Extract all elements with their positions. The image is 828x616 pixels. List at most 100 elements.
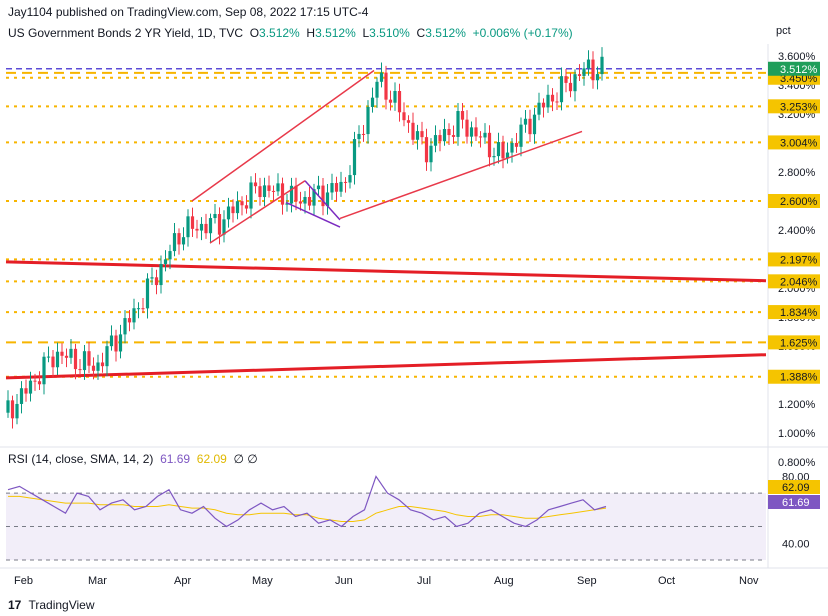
candle-body — [276, 183, 280, 192]
candle-body — [19, 388, 24, 404]
candle-body — [352, 139, 357, 176]
candle-body — [24, 388, 28, 394]
candle-body — [483, 132, 487, 138]
open-value: 3.512% — [259, 26, 300, 40]
candle-body — [190, 216, 195, 229]
rsi-title: RSI (14, close, SMA, 14, 2) — [8, 452, 154, 466]
candle-body — [366, 106, 370, 135]
candle-body — [316, 185, 321, 190]
publisher-bar: Jay1104 published on TradingView.com, Se… — [0, 0, 828, 22]
candle-body — [370, 97, 375, 107]
candle-body — [568, 82, 573, 92]
channel-line — [339, 130, 583, 220]
open-label: O — [249, 26, 260, 40]
y-tick-label: 2.400% — [778, 225, 816, 237]
level-label: 3.004% — [780, 137, 818, 149]
tradingview-logo-icon: 17 — [8, 598, 22, 612]
candle-body — [528, 118, 532, 135]
candle-body — [555, 101, 559, 103]
y-tick-label: 3.600% — [778, 51, 816, 63]
y-tick-label: 1.200% — [778, 399, 816, 411]
main-legend: US Government Bonds 2 YR Yield, 1D, TVC … — [8, 26, 573, 40]
candle-body — [478, 136, 483, 138]
candle-body — [46, 356, 51, 358]
candle-body — [226, 206, 231, 220]
candle-body — [28, 380, 33, 394]
candle-body — [64, 355, 69, 358]
candle-body — [204, 223, 208, 234]
y-tick-label: 2.800% — [778, 167, 816, 179]
level-label-bg — [768, 252, 820, 267]
candle-body — [10, 400, 15, 419]
candle-body — [37, 381, 42, 385]
level-label: 1.388% — [780, 372, 818, 384]
y-tick-label: 0.800% — [778, 457, 816, 469]
rsi-legend: RSI (14, close, SMA, 14, 2) 61.69 62.09 … — [8, 452, 258, 466]
candle-body — [334, 183, 339, 192]
candle-body — [118, 334, 123, 352]
candle-body — [244, 205, 249, 209]
candle-body — [600, 56, 604, 75]
candle-body — [145, 278, 150, 309]
level-label: 2.046% — [780, 276, 818, 288]
candle-body — [595, 74, 600, 81]
candle-body — [78, 369, 82, 371]
candle-body — [249, 182, 253, 209]
candle-body — [91, 365, 96, 371]
high-label: H — [306, 26, 316, 40]
x-tick-label: Sep — [577, 575, 597, 587]
close-value: 3.512% — [425, 26, 466, 40]
candle-body — [105, 346, 109, 367]
candle-body — [240, 201, 244, 206]
candle-body — [109, 335, 114, 347]
candle-body — [60, 351, 64, 356]
candle-body — [33, 380, 37, 382]
candle-body — [433, 135, 438, 146]
trendline — [5, 260, 767, 283]
candle-body — [523, 118, 528, 125]
publisher-line: Jay1104 published on TradingView.com, Se… — [8, 5, 369, 19]
candle-body — [253, 182, 258, 187]
candle-body — [136, 308, 141, 310]
candle-body — [231, 206, 235, 214]
candle-body — [411, 122, 415, 140]
level-label-bg — [768, 305, 820, 320]
candle-body — [375, 81, 379, 98]
rsi-sma-axis-label: 62.09 — [782, 482, 810, 494]
change-value: +0.006% (+0.17%) — [472, 26, 573, 40]
x-tick-label: Jul — [417, 575, 431, 587]
rsi-value: 61.69 — [160, 452, 191, 466]
last-price-label-bg — [768, 61, 820, 76]
candle-body — [168, 251, 172, 260]
candle-body — [213, 214, 217, 219]
candle-body — [519, 124, 523, 147]
x-tick-label: Mar — [88, 575, 107, 587]
candle-body — [357, 133, 361, 140]
candle-body — [96, 362, 100, 371]
candle-body — [469, 127, 474, 137]
candle-body — [514, 142, 519, 147]
candle-body — [42, 356, 46, 385]
candle-body — [456, 111, 460, 137]
flag-line — [304, 180, 341, 221]
candle-body — [271, 190, 276, 192]
candle-body — [51, 356, 55, 368]
candle-body — [361, 133, 366, 135]
candle-body — [591, 59, 595, 81]
level-label-bg — [768, 99, 820, 114]
rsi-sma-axis-label-bg — [768, 480, 820, 494]
candle-body — [559, 76, 564, 103]
candle-body — [172, 233, 177, 252]
candle-body — [6, 400, 10, 413]
candle-body — [280, 183, 285, 205]
candle-body — [393, 91, 397, 103]
rsi-axis-label: 61.69 — [782, 497, 810, 509]
low-value: 3.510% — [369, 26, 410, 40]
candle-body — [451, 135, 456, 137]
candle-body — [420, 131, 424, 138]
candle-body — [186, 216, 190, 238]
symbol-title: US Government Bonds 2 YR Yield, 1D, TVC — [8, 26, 244, 40]
x-tick-label: Nov — [739, 575, 759, 587]
footer-brand: 17 TradingView — [8, 598, 95, 612]
